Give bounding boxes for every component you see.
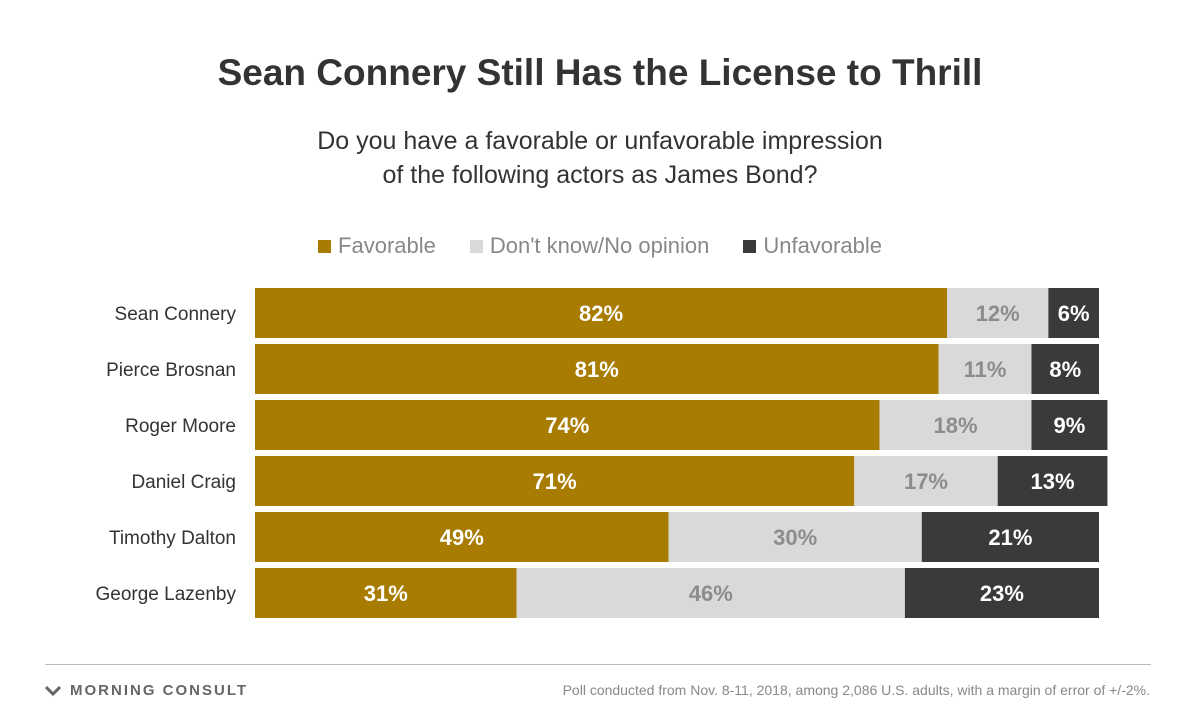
footer-divider: [45, 664, 1151, 665]
category-label-timothy-dalton: Timothy Dalton: [109, 528, 236, 549]
bar-sean-connery-unfavorable: [1048, 288, 1099, 338]
bar-sean-connery-no-opinion: [947, 288, 1049, 338]
data-label-george-lazenby-no-opinion: 46%: [689, 581, 733, 606]
stacked-bar-chart: Sean Connery 82% 12% 6% Pierce Brosnan 81% 11%…: [96, 288, 1108, 618]
legend-swatch-unfavorable: [743, 239, 757, 253]
data-label-george-lazenby-favorable: 31%: [364, 581, 408, 606]
data-label-timothy-dalton-favorable: 49%: [440, 525, 484, 550]
legend-swatch-no-opinion: [469, 239, 483, 253]
legend-label-no-opinion: Don't know/No opinion: [489, 233, 710, 258]
chart-subtitle: Do you have a favorable or unfavorable i…: [250, 124, 950, 192]
subtitle-line-2: of the following actors as James Bond?: [382, 161, 818, 189]
data-label-george-lazenby-unfavorable: 23%: [980, 581, 1024, 606]
data-label-pierce-brosnan-no-opinion: 11%: [964, 357, 1007, 382]
bar-pierce-brosnan-unfavorable: [1031, 344, 1099, 394]
bar-george-lazenby-no-opinion: [516, 568, 905, 618]
bar-george-lazenby-unfavorable: [904, 568, 1099, 618]
bar-george-lazenby-favorable: [255, 568, 517, 618]
bar-timothy-dalton-no-opinion: [668, 512, 922, 562]
data-label-timothy-dalton-no-opinion: 30%: [773, 525, 817, 550]
data-label-pierce-brosnan-favorable: 81%: [575, 357, 619, 382]
bar-sean-connery-favorable: [255, 288, 948, 338]
legend-swatch-favorable: [318, 239, 332, 253]
legend-item-no-opinion: Don't know/No opinion: [469, 233, 710, 259]
brand-logo: MORNING CONSULT: [45, 682, 248, 699]
bar-pierce-brosnan-favorable: [255, 344, 939, 394]
chart-legend: Favorable Don't know/No opinion Unfavora…: [0, 233, 1200, 259]
category-label-daniel-craig: Daniel Craig: [131, 472, 236, 493]
bar-roger-moore-favorable: [255, 400, 880, 450]
legend-label-favorable: Favorable: [338, 233, 436, 258]
data-label-roger-moore-favorable: 74%: [545, 413, 589, 438]
data-label-sean-connery-favorable: 82%: [579, 301, 623, 326]
brand-name: MORNING CONSULT: [70, 682, 249, 699]
legend-item-favorable: Favorable: [318, 233, 436, 259]
category-label-george-lazenby: George Lazenby: [96, 584, 237, 605]
data-label-timothy-dalton-unfavorable: 21%: [988, 525, 1032, 550]
bar-daniel-craig-favorable: [255, 456, 855, 506]
data-label-sean-connery-no-opinion: 12%: [976, 301, 1020, 326]
data-label-daniel-craig-unfavorable: 13%: [1031, 469, 1075, 494]
chart-title: Sean Connery Still Has the License to Th…: [217, 52, 983, 93]
legend-label-unfavorable: Unfavorable: [763, 233, 882, 258]
data-label-pierce-brosnan-unfavorable: 8%: [1049, 357, 1081, 382]
category-label-pierce-brosnan: Pierce Brosnan: [106, 360, 236, 381]
data-label-roger-moore-no-opinion: 18%: [933, 413, 977, 438]
data-label-sean-connery-unfavorable: 6%: [1058, 301, 1090, 326]
data-label-daniel-craig-no-opinion: 17%: [904, 469, 948, 494]
bar-roger-moore-no-opinion: [879, 400, 1032, 450]
bar-pierce-brosnan-no-opinion: [938, 344, 1032, 394]
bar-daniel-craig-unfavorable: [997, 456, 1108, 506]
mc-chevron-logo-icon: [45, 685, 61, 696]
data-label-daniel-craig-favorable: 71%: [533, 469, 577, 494]
bar-timothy-dalton-unfavorable: [921, 512, 1099, 562]
bar-roger-moore-unfavorable: [1031, 400, 1108, 450]
category-label-roger-moore: Roger Moore: [125, 416, 236, 437]
bar-daniel-craig-no-opinion: [854, 456, 998, 506]
bar-timothy-dalton-favorable: [255, 512, 669, 562]
legend-item-unfavorable: Unfavorable: [743, 233, 882, 259]
data-label-roger-moore-unfavorable: 9%: [1054, 413, 1086, 438]
subtitle-line-1: Do you have a favorable or unfavorable i…: [317, 127, 883, 155]
category-label-sean-connery: Sean Connery: [115, 304, 237, 325]
footer-note: Poll conducted from Nov. 8-11, 2018, amo…: [562, 682, 1150, 698]
